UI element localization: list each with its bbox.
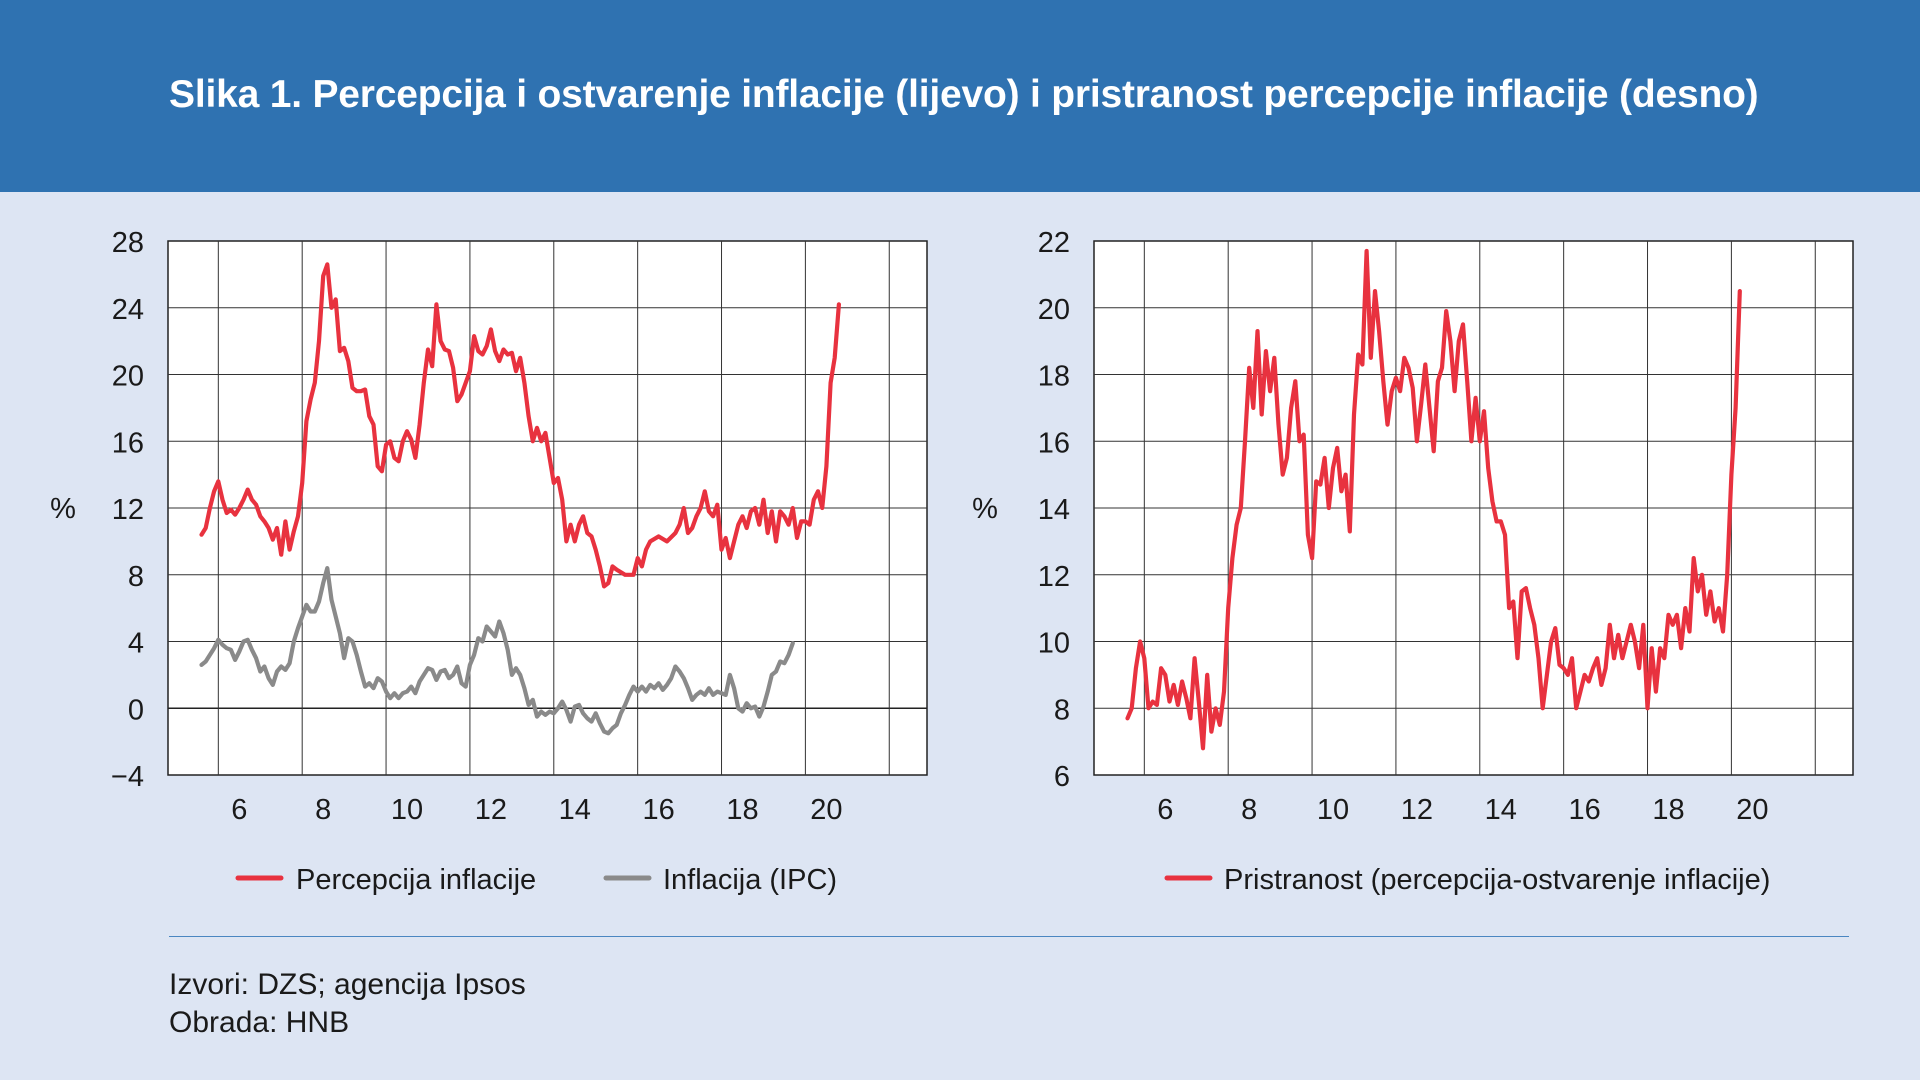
divider [169, 936, 1849, 937]
chart1-y-axis-label: % [50, 493, 76, 525]
chart2-y-tick-label: 18 [1038, 361, 1070, 393]
chart2-x-tick-label: 8 [1241, 794, 1257, 826]
chart2-x-tick-label: 6 [1157, 794, 1173, 826]
chart1-x-tick-label: 12 [475, 794, 507, 826]
chart1-y-tick-label: 20 [112, 361, 144, 393]
chart1-y-tick-label: 28 [112, 227, 144, 259]
chart2-x-tick-label: 10 [1317, 794, 1349, 826]
chart1-x-tick-label: 6 [231, 794, 247, 826]
chart2-legend-label: Pristranost (percepcija-ostvarenje infla… [1224, 864, 1770, 896]
figure-title: Slika 1. Percepcija i ostvarenje inflaci… [169, 73, 1759, 116]
processing-line: Obrada: HNB [169, 1006, 350, 1039]
chart1-y-tick-label: 4 [128, 628, 144, 660]
chart1-y-tick-label: −4 [111, 761, 144, 793]
chart1-series-line-2 [199, 566, 795, 736]
chart2-series-line-1 [1125, 248, 1742, 751]
chart1-y-tick-label: 16 [112, 427, 144, 459]
chart2-y-tick-label: 14 [1038, 494, 1070, 526]
chart2-x-tick-label: 14 [1485, 794, 1517, 826]
chart1-x-tick-label: 14 [559, 794, 591, 826]
chart1-x-tick-label: 16 [642, 794, 674, 826]
chart1-y-tick-label: 8 [128, 561, 144, 593]
chart2-y-tick-label: 12 [1038, 561, 1070, 593]
chart2-x-tick-label: 16 [1568, 794, 1600, 826]
chart2-y-tick-label: 8 [1054, 694, 1070, 726]
chart1-legend-label: Percepcija inflacije [296, 864, 536, 896]
chart2-x-tick-label: 18 [1652, 794, 1684, 826]
chart1-y-tick-label: 0 [128, 694, 144, 726]
chart1-series-line-1 [199, 262, 841, 589]
chart1-x-tick-label: 18 [726, 794, 758, 826]
chart1-legend-label: Inflacija (IPC) [663, 864, 837, 896]
chart2-y-tick-label: 6 [1054, 761, 1070, 793]
chart1-x-tick-label: 20 [810, 794, 842, 826]
chart2-y-tick-label: 20 [1038, 294, 1070, 326]
chart2-y-tick-label: 22 [1038, 227, 1070, 259]
chart1-y-tick-label: 12 [112, 494, 144, 526]
chart2-y-tick-label: 10 [1038, 628, 1070, 660]
chart1-x-tick-label: 8 [315, 794, 331, 826]
chart1-y-tick-label: 24 [112, 294, 144, 326]
chart2-y-axis-label: % [972, 493, 998, 525]
chart2-x-tick-label: 20 [1736, 794, 1768, 826]
chart2-y-tick-label: 16 [1038, 427, 1070, 459]
header-bar: Slika 1. Percepcija i ostvarenje inflaci… [0, 0, 1920, 192]
chart1-x-tick-label: 10 [391, 794, 423, 826]
source-line: Izvori: DZS; agencija Ipsos [169, 968, 526, 1001]
chart2-x-tick-label: 12 [1401, 794, 1433, 826]
